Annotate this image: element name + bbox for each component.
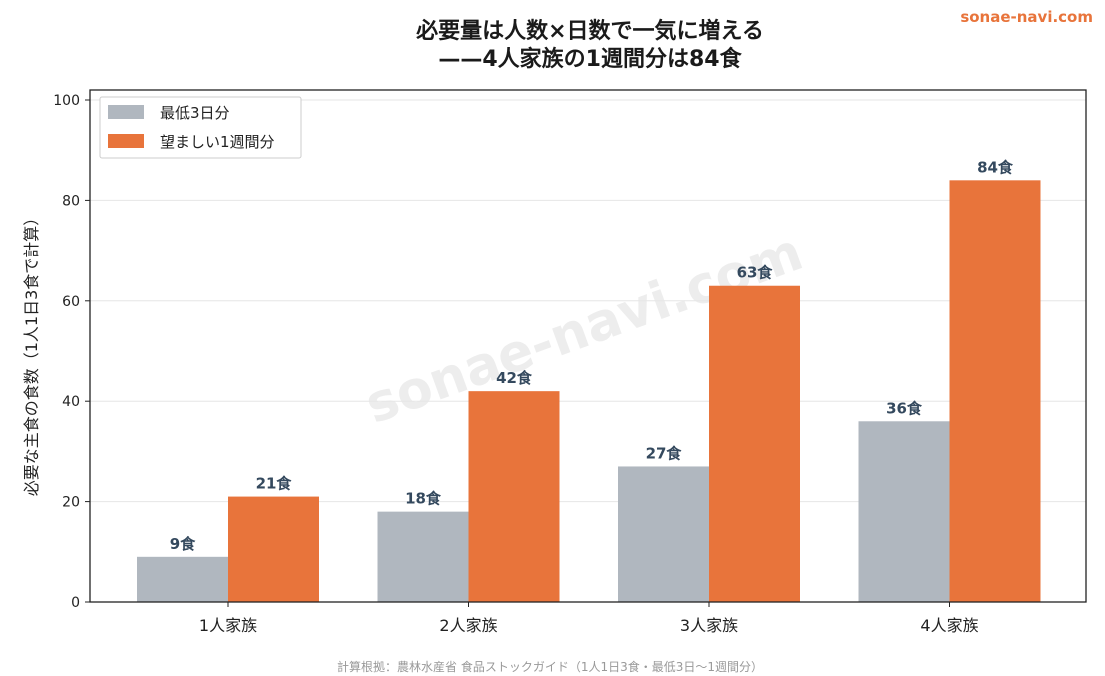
- bar-min3days: [377, 511, 469, 602]
- x-tick-label: 2人家族: [439, 616, 497, 635]
- legend-label-1week: 望ましい1週間分: [160, 133, 275, 151]
- legend-swatch-1week: [108, 134, 144, 148]
- bar-1week: [468, 391, 560, 602]
- bar-1week: [709, 285, 800, 602]
- y-tick-label: 60: [62, 294, 80, 310]
- y-tick-label: 40: [62, 394, 80, 410]
- x-tick-label: 1人家族: [199, 616, 257, 635]
- y-tick-label: 80: [62, 193, 80, 209]
- bar-1week: [949, 180, 1041, 602]
- bar-min3days: [618, 466, 709, 602]
- y-axis-label: 必要な主食の食数（1人1日3食で計算）: [22, 210, 41, 497]
- bar-min3days: [858, 421, 950, 602]
- y-tick-label: 20: [62, 495, 80, 511]
- x-tick-label: 3人家族: [680, 616, 738, 635]
- x-tick-label: 4人家族: [920, 616, 978, 635]
- legend-label-min3days: 最低3日分: [160, 104, 230, 122]
- brand-label: sonae-navi.com: [960, 8, 1093, 26]
- legend-swatch-min3days: [108, 105, 144, 119]
- bar-min3days: [137, 556, 228, 602]
- data-label: 84食: [977, 158, 1014, 176]
- plot-frame: [89, 89, 1087, 603]
- legend-frame: [99, 96, 302, 159]
- y-tick-label: 0: [71, 595, 80, 611]
- data-label: 9食: [170, 535, 196, 553]
- data-label: 21食: [256, 475, 293, 493]
- data-label: 42食: [496, 369, 533, 387]
- chart-title-line2: ——4人家族の1週間分は84食: [438, 46, 742, 72]
- data-label: 27食: [646, 444, 683, 462]
- chart-title-line1: 必要量は人数×日数で一気に増える: [416, 18, 764, 44]
- data-label: 63食: [737, 264, 774, 282]
- bar-1week: [228, 496, 319, 602]
- data-label: 36食: [886, 399, 923, 417]
- data-label: 18食: [405, 490, 442, 508]
- source-footnote: 計算根拠：農林水産省 食品ストックガイド（1人1日3食・最低3日〜1週間分）: [337, 660, 763, 674]
- y-tick-label: 100: [53, 93, 80, 109]
- legend: 最低3日分 望ましい1週間分: [99, 96, 302, 159]
